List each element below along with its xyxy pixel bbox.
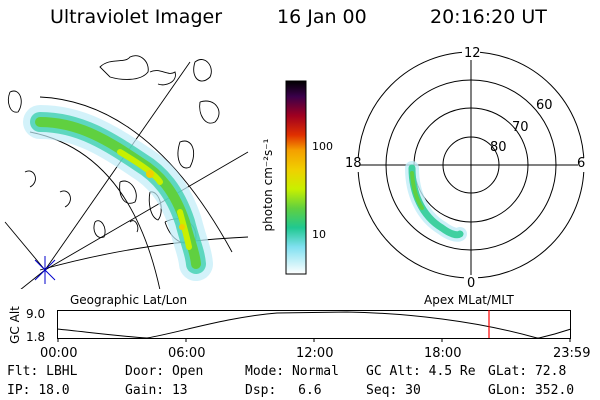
seq-value: 30 — [405, 383, 421, 398]
gc-alt-label: GC Alt: — [366, 364, 421, 379]
gc-alt-tick-max: 9.0 — [26, 307, 46, 321]
seq-label: Seq: — [366, 383, 398, 398]
colorbar-unit-label: photon cm⁻²s⁻¹ — [261, 138, 275, 232]
door-label: Door: — [125, 364, 165, 379]
colorbar-tick-10: 10 — [312, 228, 326, 241]
glon-label: GLon: — [488, 383, 528, 398]
time-tick-0600: 06:00 — [168, 346, 206, 361]
instrument-title: Ultraviolet Imager — [50, 6, 223, 28]
geographic-caption: Geographic Lat/Lon — [70, 293, 188, 307]
door-value: Open — [171, 364, 204, 379]
ip-value: 18.0 — [38, 383, 70, 398]
colorbar-tick-100: 100 — [312, 140, 333, 153]
glat-value: 72.8 — [534, 364, 567, 379]
observation-time: 20:16:20 UT — [430, 6, 547, 28]
polar-mlat-mlt-panel — [342, 48, 596, 288]
gain-label: Gain: — [125, 383, 165, 398]
altitude-curve — [57, 311, 572, 339]
observation-date: 16 Jan 00 — [277, 6, 367, 28]
time-tick-0000: 00:00 — [40, 346, 78, 361]
mlt-label-0: 0 — [467, 276, 476, 291]
gc-alt-tick-min: 1.8 — [26, 330, 46, 344]
mode-value: Normal — [291, 364, 339, 379]
lat-lon-grid — [4, 61, 249, 290]
auroral-emission — [23, 105, 213, 281]
glat-label: GLat: — [488, 364, 528, 379]
polar-caption: Apex MLat/MLT — [424, 293, 514, 307]
filter-value: LBHL — [46, 364, 78, 379]
time-tick-1800: 18:00 — [424, 346, 462, 361]
pole-marker — [34, 256, 56, 284]
gc-alt-axis-label: GC Alt — [8, 306, 22, 344]
glon-value: 352.0 — [534, 383, 575, 398]
polar-auroral-emission — [405, 161, 467, 242]
mlat-label-70: 70 — [512, 120, 529, 135]
dsp-value: 6.6 — [298, 383, 322, 398]
gain-value: 13 — [171, 383, 188, 398]
mode-label: Mode: — [245, 364, 285, 379]
coastlines — [7, 55, 220, 244]
mlt-label-12: 12 — [464, 46, 481, 61]
filter-label: Flt: — [7, 364, 39, 379]
time-tick-1200: 12:00 — [296, 346, 334, 361]
colorbar — [285, 80, 307, 275]
mlt-label-6: 6 — [577, 156, 586, 171]
ip-label: IP: — [7, 383, 31, 398]
dsp-label: Dsp: — [245, 383, 277, 398]
mlt-label-18: 18 — [345, 156, 362, 171]
gc-alt-value: 4.5 Re — [428, 364, 476, 379]
mlat-label-80: 80 — [490, 140, 507, 155]
geographic-image-panel — [0, 42, 250, 290]
time-tick-2359: 23:59 — [553, 346, 591, 361]
altitude-strip-plot — [57, 310, 572, 342]
mlat-label-60: 60 — [536, 98, 553, 113]
